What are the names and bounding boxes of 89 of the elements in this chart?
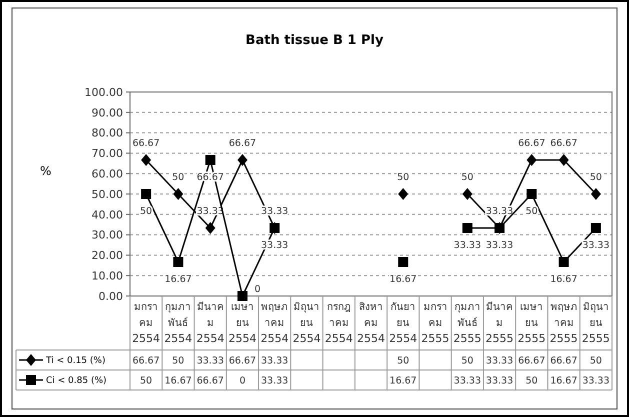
data-label: 16.67 xyxy=(390,375,417,386)
point xyxy=(173,188,184,200)
point xyxy=(173,256,184,267)
point xyxy=(462,223,472,234)
legend-label: Ti < 0.15 (%) xyxy=(45,356,106,366)
text: 66.67 xyxy=(550,138,578,149)
x-tick-label: กุมภาพันธ์ 2555 xyxy=(453,302,482,345)
data-label: 0 xyxy=(239,375,246,386)
data-label: 16.67 xyxy=(550,375,578,386)
data-label: 66.67 xyxy=(196,375,224,386)
point xyxy=(141,154,152,166)
y-tick-label: 20.00 xyxy=(92,249,123,262)
text: 50 xyxy=(397,172,410,183)
chart-title: Bath tissue B 1 Ply xyxy=(246,33,384,48)
x-tick-label: กุมภาพันธ์ 2554 xyxy=(164,302,192,345)
text: 50 xyxy=(526,206,538,217)
text: 33.33 xyxy=(582,240,610,252)
text: 33.33 xyxy=(454,240,481,252)
x-tick-label: เมษายน 2555 xyxy=(518,302,546,345)
point xyxy=(270,223,280,234)
y-axis-title: % xyxy=(40,164,52,178)
point xyxy=(526,154,537,166)
y-tick-label: 0.00 xyxy=(98,290,123,303)
point xyxy=(398,188,408,200)
text: 66.67 xyxy=(228,138,256,149)
point xyxy=(590,223,601,234)
x-tick-label: มีนาคม 2554 xyxy=(196,301,224,345)
text: 50 xyxy=(590,172,602,183)
point xyxy=(398,256,408,267)
x-tick-label: มิถุนายน 2555 xyxy=(582,302,610,345)
data-label: 66.67 xyxy=(550,355,578,366)
data-label: 33.33 xyxy=(454,375,481,386)
data-label: 33.33 xyxy=(486,355,514,366)
data-label: 50 xyxy=(172,355,184,366)
x-tick-label: เมษายน 2554 xyxy=(228,302,256,345)
text: 50 xyxy=(461,172,474,183)
point xyxy=(237,154,248,166)
text: 16.67 xyxy=(164,274,192,285)
x-tick-label: มิถุนายน 2554 xyxy=(292,302,321,345)
text: 50 xyxy=(140,206,152,217)
data-label: 33.33 xyxy=(261,375,288,386)
point xyxy=(141,189,152,199)
data-label: 33.33 xyxy=(261,355,288,366)
point xyxy=(462,188,472,200)
x-tick-label: กรกฎาคม 2554 xyxy=(324,302,353,345)
x-tick-label: พฤษภาคม 2555 xyxy=(550,302,578,345)
x-tick-label: สิงหาคม 2554 xyxy=(357,302,385,345)
point xyxy=(558,154,569,166)
data-label: 50 xyxy=(590,355,602,366)
data-label: 50 xyxy=(397,355,410,366)
y-tick-label: 40.00 xyxy=(92,208,123,222)
y-tick-label: 100.00 xyxy=(84,86,123,99)
text: 66.67 xyxy=(518,138,546,149)
data-label: 33.33 xyxy=(196,355,224,366)
point xyxy=(526,189,537,199)
legend-label: Ci < 0.85 (%) xyxy=(46,376,107,386)
data-label: 50 xyxy=(140,375,152,386)
y-tick-label: 30.00 xyxy=(92,228,123,242)
point xyxy=(237,291,248,301)
y-tick-label: 10.00 xyxy=(92,269,123,282)
data-label: 33.33 xyxy=(582,375,610,386)
point xyxy=(205,154,216,165)
text: 66.67 xyxy=(132,138,160,149)
x-tick-label: มีนาคม 2555 xyxy=(486,301,514,345)
point xyxy=(205,222,216,234)
data-label: 66.67 xyxy=(132,355,160,366)
text: 16.67 xyxy=(390,274,417,285)
data-label: 16.67 xyxy=(164,375,192,386)
data-label: 66.67 xyxy=(228,355,256,366)
y-tick-label: 70.00 xyxy=(92,147,123,160)
y-tick-label: 80.00 xyxy=(92,126,123,140)
data-label: 33.33 xyxy=(486,375,514,386)
data-label: 50 xyxy=(526,375,538,386)
y-tick-label: 90.00 xyxy=(92,106,123,120)
x-tick-label: มกราคม 2555 xyxy=(421,302,450,345)
text: 33.33 xyxy=(486,240,514,252)
data-label: 50 xyxy=(461,355,474,366)
text: 0 xyxy=(254,284,261,295)
y-tick-label: 50.00 xyxy=(92,188,123,201)
x-tick-label: มกราคม 2554 xyxy=(132,302,160,345)
x-tick-label: พฤษภาคม 2554 xyxy=(260,302,289,345)
point xyxy=(558,256,569,267)
x-tick-label: กันยายน 2554 xyxy=(389,302,418,345)
point xyxy=(590,188,601,200)
text: 16.67 xyxy=(550,274,578,285)
data-label: 66.67 xyxy=(518,355,546,366)
text: 50 xyxy=(172,172,184,183)
y-tick-label: 60.00 xyxy=(92,167,123,180)
point xyxy=(494,223,505,234)
